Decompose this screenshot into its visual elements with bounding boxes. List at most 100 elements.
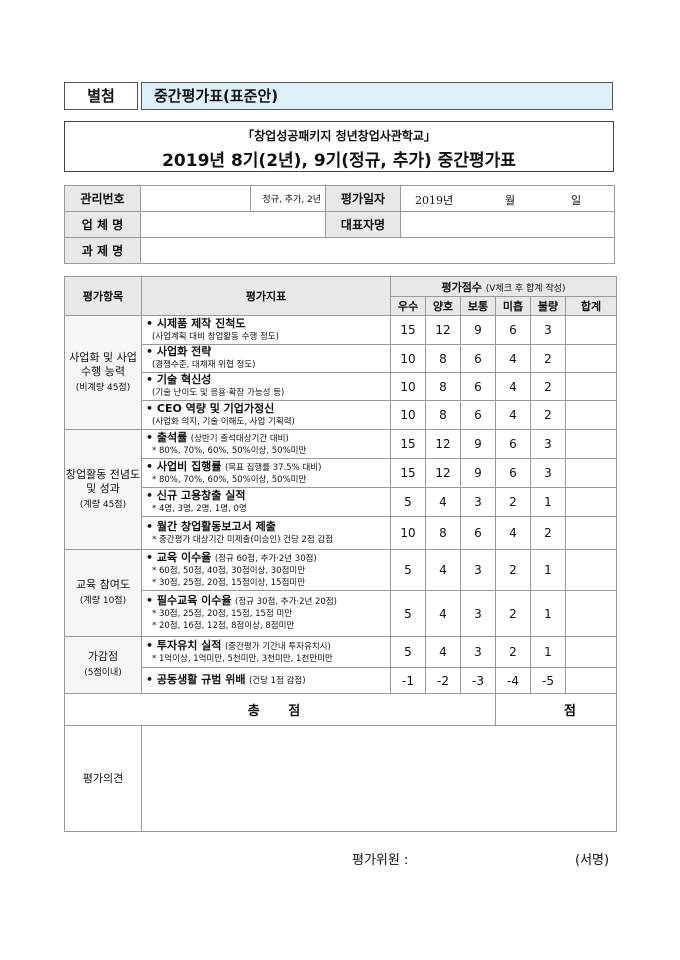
row-sum-field[interactable] <box>565 516 617 550</box>
row-sum-field[interactable] <box>565 636 617 668</box>
table-row: • CEO 역량 및 기업가정신 (사업화 의지, 기술 이해도, 사업 기획력… <box>65 400 617 430</box>
score-option[interactable]: 2 <box>495 549 531 591</box>
score-option[interactable]: 8 <box>425 344 461 373</box>
indicator-cell: • CEO 역량 및 기업가정신 (사업화 의지, 기술 이해도, 사업 기획력… <box>141 400 391 430</box>
score-option[interactable]: 3 <box>530 458 566 488</box>
score-option[interactable]: 2 <box>530 400 566 430</box>
row-sum-field[interactable] <box>565 549 617 591</box>
score-option[interactable]: 8 <box>425 516 461 550</box>
score-option[interactable]: 6 <box>460 400 496 430</box>
score-option[interactable]: -2 <box>425 667 461 694</box>
category-weight: (계량 45점) <box>79 499 127 510</box>
score-option[interactable]: 3 <box>460 487 496 517</box>
date-day: 일 <box>571 193 582 207</box>
score-option[interactable]: 10 <box>390 344 426 373</box>
score-option[interactable]: 9 <box>460 315 496 345</box>
score-option[interactable]: 6 <box>460 344 496 373</box>
mgmt-no-field[interactable] <box>140 185 251 212</box>
score-option[interactable]: 2 <box>530 344 566 373</box>
score-option[interactable]: -3 <box>460 667 496 694</box>
row-sum-field[interactable] <box>565 400 617 430</box>
ceo-field[interactable] <box>400 211 615 238</box>
score-option[interactable]: 3 <box>530 315 566 345</box>
row-sum-field[interactable] <box>565 315 617 345</box>
score-option[interactable]: 12 <box>425 429 461 459</box>
indicator-note: (기술 난이도 및 응용·확장 가능성 등) <box>152 388 285 398</box>
score-option[interactable]: 15 <box>390 458 426 488</box>
category-name: 교육 참여도 <box>75 578 131 591</box>
score-option[interactable]: 10 <box>390 400 426 430</box>
category-cell: 가감점 (5점이내) <box>64 636 142 694</box>
score-option[interactable]: 5 <box>390 487 426 517</box>
row-sum-field[interactable] <box>565 487 617 517</box>
score-option[interactable]: 12 <box>425 315 461 345</box>
eval-date-field[interactable]: 2019년 월 일 <box>400 185 615 212</box>
score-option[interactable]: 3 <box>460 590 496 637</box>
indicator-bullet: • <box>146 488 157 502</box>
score-option[interactable]: 8 <box>425 400 461 430</box>
row-sum-field[interactable] <box>565 590 617 637</box>
score-option[interactable]: 4 <box>495 516 531 550</box>
score-option[interactable]: 1 <box>530 549 566 591</box>
table-row: 창업활동 전념도 및 성과 (계량 45점) • 출석률 (상반기 출석대상기간 대… <box>64 429 617 550</box>
score-option[interactable]: -1 <box>390 667 426 694</box>
score-option[interactable]: 8 <box>425 372 461 401</box>
indicator-cell: • 출석률 (상반기 출석대상기간 대비) * 80%, 70%, 60%, 50… <box>141 429 391 459</box>
score-option[interactable]: 6 <box>460 372 496 401</box>
opinion-field[interactable] <box>141 725 617 832</box>
score-option[interactable]: 5 <box>390 636 426 668</box>
score-option[interactable]: 1 <box>530 590 566 637</box>
row-sum-field[interactable] <box>565 667 617 694</box>
score-option[interactable]: 9 <box>460 458 496 488</box>
score-option[interactable]: 3 <box>530 429 566 459</box>
row-sum-field[interactable] <box>565 372 617 401</box>
indicator-hint: (목표 집행률 37.5% 대비) <box>224 462 322 473</box>
score-option[interactable]: 15 <box>390 429 426 459</box>
indicator-bullet: • <box>146 430 157 444</box>
score-option[interactable]: 12 <box>425 458 461 488</box>
score-option[interactable]: 2 <box>530 372 566 401</box>
score-option[interactable]: 4 <box>425 590 461 637</box>
company-field[interactable] <box>140 211 326 238</box>
score-option[interactable]: 1 <box>530 636 566 668</box>
score-option[interactable]: 9 <box>460 429 496 459</box>
score-option[interactable]: 5 <box>390 590 426 637</box>
score-option[interactable]: 1 <box>530 487 566 517</box>
score-option[interactable]: 15 <box>390 315 426 345</box>
row-sum-field[interactable] <box>565 344 617 373</box>
score-option[interactable]: 2 <box>495 590 531 637</box>
score-option[interactable]: 2 <box>495 487 531 517</box>
score-option[interactable]: -5 <box>530 667 566 694</box>
score-option[interactable]: 6 <box>495 458 531 488</box>
score-option[interactable]: 4 <box>425 636 461 668</box>
indicator-title: 투자유치 실적 <box>156 638 222 652</box>
score-option[interactable]: 6 <box>495 315 531 345</box>
table-row: 가감점 (5점이내) • 투자유치 실적 (중간평가 기간내 투자유치시) * 1억이… <box>64 636 617 694</box>
category-name: 창업활동 전념도 및 성과 <box>65 467 141 495</box>
score-option[interactable]: 3 <box>460 636 496 668</box>
info-table: 관리번호 정규, 추가, 2년 평가일자 2019년 월 일 업 체 명 대표자… <box>64 185 615 264</box>
program-type: 정규, 추가, 2년 <box>250 185 326 212</box>
score-option[interactable]: 2 <box>495 636 531 668</box>
score-option[interactable]: 3 <box>460 549 496 591</box>
row-sum-field[interactable] <box>565 429 617 459</box>
score-option[interactable]: 4 <box>495 344 531 373</box>
score-option[interactable]: 10 <box>390 372 426 401</box>
task-field[interactable] <box>140 237 615 264</box>
score-option[interactable]: 4 <box>425 487 461 517</box>
score-option[interactable]: 6 <box>460 516 496 550</box>
row-sum-field[interactable] <box>565 458 617 488</box>
indicator-hint: (건당 1점 감점) <box>249 676 306 686</box>
score-option[interactable]: 4 <box>425 549 461 591</box>
indicator-title: 사업화 전략 <box>156 345 212 358</box>
score-option[interactable]: 5 <box>390 549 426 591</box>
score-option[interactable]: 4 <box>495 400 531 430</box>
grade-average: 보통 <box>460 296 496 316</box>
score-option[interactable]: 6 <box>495 429 531 459</box>
page-title: 2019년 8기(2년), 9기(정규, 추가) 중간평가표 <box>162 151 516 171</box>
score-option[interactable]: 4 <box>495 372 531 401</box>
score-option[interactable]: -4 <box>495 667 531 694</box>
score-option[interactable]: 2 <box>530 516 566 550</box>
indicator-note-2: * 30점, 25점, 20점, 15점이상, 15점미만 <box>152 577 306 588</box>
score-option[interactable]: 10 <box>390 516 426 550</box>
